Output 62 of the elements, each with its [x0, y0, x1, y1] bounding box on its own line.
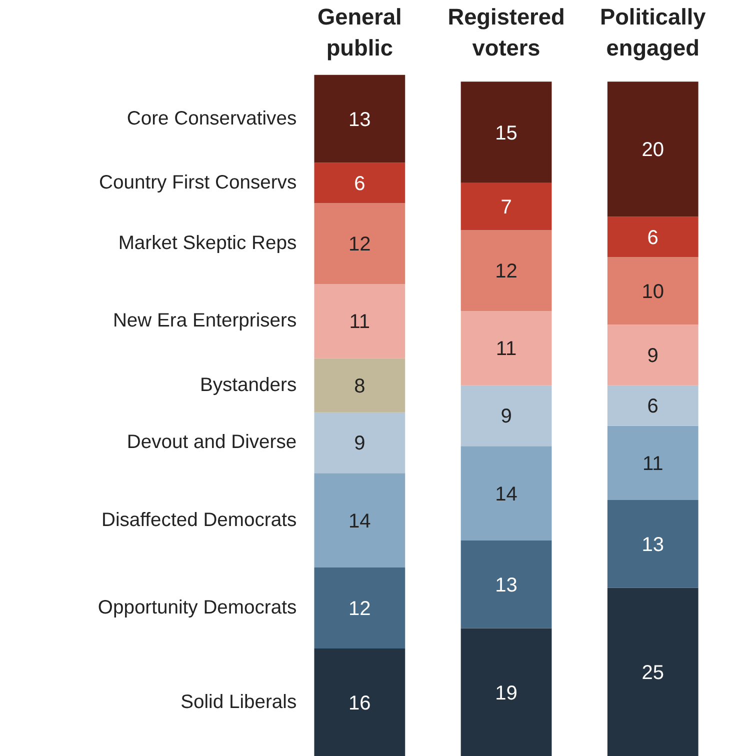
data-label: 16: [348, 692, 371, 715]
bar: [314, 648, 406, 756]
bar: [314, 358, 406, 412]
bar: [314, 473, 406, 568]
bar: [607, 385, 698, 426]
bar: [314, 568, 406, 649]
bar: [460, 230, 552, 312]
data-label: 8: [354, 375, 366, 398]
bar: [607, 500, 698, 588]
series-label: Core Conservatives: [126, 108, 297, 130]
bar: [460, 540, 552, 628]
bar: [607, 216, 698, 258]
bar: [314, 284, 406, 358]
bar: [460, 628, 552, 756]
x-tick-label: General public: [317, 3, 402, 60]
x-tick-label: Politically engaged: [600, 3, 706, 60]
bar: [607, 324, 698, 386]
bar: [460, 446, 552, 541]
data-label: 6: [647, 226, 658, 249]
bar: [607, 82, 698, 217]
data-label: 15: [495, 122, 518, 144]
data-label: 6: [647, 396, 658, 418]
series-label: Devout and Diverse: [126, 432, 297, 454]
series-label: Country First Conservs: [99, 172, 297, 194]
data-label: 20: [642, 139, 664, 162]
bar: [607, 588, 698, 756]
series-label: Disaffected Democrats: [101, 510, 297, 531]
data-label: 13: [642, 534, 664, 556]
bar: [607, 257, 698, 325]
data-label: 11: [642, 452, 664, 475]
series-label: Opportunity Democrats: [98, 598, 297, 619]
data-label: 19: [495, 682, 518, 704]
series-label: Market Skeptic Reps: [118, 233, 297, 254]
series-label: New Era Enterprisers: [112, 310, 297, 332]
bar: [460, 385, 552, 446]
data-label: 12: [348, 234, 371, 256]
data-label: 6: [354, 172, 366, 195]
data-label: 11: [496, 338, 517, 360]
bar: [314, 162, 406, 204]
data-label: 14: [495, 483, 518, 506]
data-label: 13: [495, 574, 518, 596]
series-label: Bystanders: [200, 374, 297, 396]
data-label: 9: [500, 406, 512, 428]
data-label: 9: [647, 344, 658, 367]
data-label: 14: [348, 510, 371, 532]
bar: [314, 74, 406, 163]
data-label: 7: [500, 196, 512, 218]
data-label: 12: [495, 260, 518, 283]
x-tick-label: Registered voters: [448, 3, 565, 60]
data-label: 25: [642, 662, 664, 684]
bar: [607, 426, 698, 500]
data-label: 10: [642, 280, 664, 303]
bar: [460, 182, 552, 230]
bar: [314, 412, 406, 474]
data-label: 9: [354, 432, 366, 455]
data-label: 12: [348, 598, 371, 620]
series-label: Solid Liberals: [180, 692, 297, 714]
bar: [460, 82, 552, 183]
data-label: 13: [348, 108, 371, 131]
bar: [460, 311, 552, 386]
data-label: 11: [349, 311, 370, 334]
bar: [314, 203, 406, 284]
